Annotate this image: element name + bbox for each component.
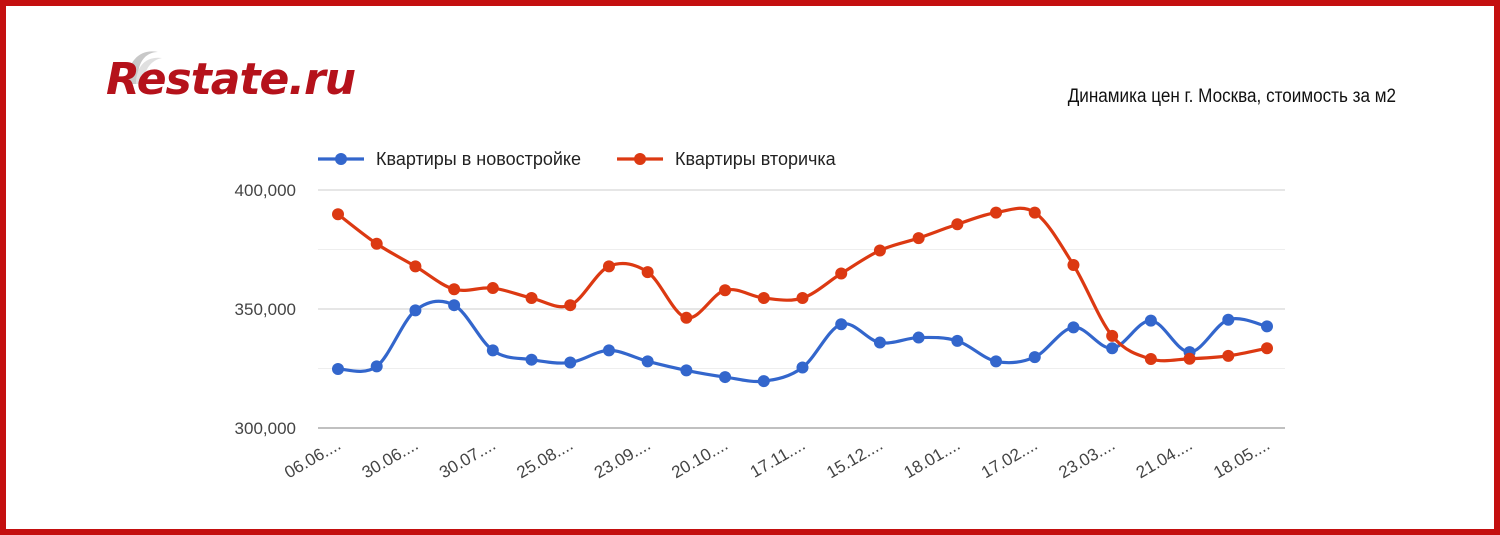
brand-logo[interactable]: Restate.ru bbox=[106, 54, 356, 105]
x-tick-label: 30.06.... bbox=[359, 435, 422, 482]
x-tick-label: 21.04.... bbox=[1133, 435, 1196, 482]
y-tick-label: 400,000 bbox=[235, 181, 296, 200]
x-tick-label: 20.10.... bbox=[668, 435, 731, 482]
legend-label: Квартиры вторичка bbox=[675, 149, 837, 169]
data-point[interactable] bbox=[873, 244, 886, 257]
data-point[interactable] bbox=[1183, 352, 1196, 365]
data-point[interactable] bbox=[1261, 342, 1273, 355]
x-tick-label: 30.07.... bbox=[436, 435, 499, 482]
data-point[interactable] bbox=[525, 292, 538, 305]
x-tick-label: 15.12.... bbox=[823, 435, 886, 482]
data-point[interactable] bbox=[1144, 314, 1157, 327]
x-tick-label: 17.11.... bbox=[747, 435, 809, 482]
legend-swatch-dot bbox=[335, 153, 347, 165]
data-point[interactable] bbox=[835, 267, 848, 280]
data-point[interactable] bbox=[1144, 352, 1157, 365]
y-tick-label: 300,000 bbox=[235, 419, 296, 438]
data-point[interactable] bbox=[873, 336, 886, 349]
data-point[interactable] bbox=[332, 362, 344, 375]
data-point[interactable] bbox=[486, 344, 499, 357]
data-point[interactable] bbox=[332, 208, 344, 221]
data-point[interactable] bbox=[1067, 321, 1080, 334]
data-point[interactable] bbox=[719, 284, 732, 297]
legend-label: Квартиры в новостройке bbox=[376, 149, 581, 169]
data-point[interactable] bbox=[951, 334, 964, 347]
data-point[interactable] bbox=[1028, 351, 1041, 364]
data-point[interactable] bbox=[1028, 206, 1041, 219]
data-point[interactable] bbox=[602, 344, 615, 357]
grid-lines bbox=[318, 189, 1285, 429]
data-point[interactable] bbox=[564, 356, 577, 369]
x-tick-label: 17.02.... bbox=[978, 435, 1041, 482]
data-point[interactable] bbox=[525, 353, 538, 366]
data-point[interactable] bbox=[1261, 320, 1273, 333]
x-tick-label: 18.01.... bbox=[901, 435, 964, 482]
series-1 bbox=[332, 299, 1273, 388]
data-point[interactable] bbox=[448, 299, 461, 312]
chart-subtitle: Динамика цен г. Москва, стоимость за м2 bbox=[1067, 86, 1396, 107]
data-point[interactable] bbox=[990, 206, 1003, 219]
data-point[interactable] bbox=[912, 232, 925, 245]
legend-item-1[interactable]: Квартиры в новостройке bbox=[318, 149, 581, 169]
data-point[interactable] bbox=[1106, 329, 1119, 342]
data-point[interactable] bbox=[796, 292, 809, 305]
x-tick-label: 25.08.... bbox=[514, 435, 577, 482]
data-point[interactable] bbox=[796, 361, 809, 374]
data-point[interactable] bbox=[602, 260, 615, 273]
data-point[interactable] bbox=[1222, 349, 1235, 362]
x-tick-label: 18.05.... bbox=[1210, 435, 1273, 482]
legend: Квартиры в новостройке Квартиры вторичка bbox=[318, 149, 837, 169]
data-point[interactable] bbox=[1222, 313, 1235, 326]
data-point[interactable] bbox=[370, 237, 383, 250]
x-tick-label: 23.03.... bbox=[1055, 435, 1118, 482]
data-point[interactable] bbox=[757, 375, 770, 388]
data-point[interactable] bbox=[757, 292, 770, 305]
data-point[interactable] bbox=[370, 360, 383, 373]
legend-swatch-dot bbox=[634, 153, 647, 165]
series-2 bbox=[332, 206, 1273, 365]
x-tick-label: 23.09.... bbox=[591, 435, 654, 482]
data-point[interactable] bbox=[1106, 342, 1119, 355]
data-point[interactable] bbox=[641, 266, 654, 279]
legend-item-2[interactable]: Квартиры вторичка bbox=[617, 149, 837, 169]
data-point[interactable] bbox=[486, 282, 499, 295]
data-point[interactable] bbox=[835, 318, 848, 331]
data-point[interactable] bbox=[409, 304, 422, 317]
data-point[interactable] bbox=[1067, 258, 1080, 271]
data-point[interactable] bbox=[719, 371, 732, 384]
data-point[interactable] bbox=[641, 355, 654, 368]
data-point[interactable] bbox=[680, 364, 693, 377]
data-point[interactable] bbox=[448, 283, 461, 296]
data-point[interactable] bbox=[564, 299, 577, 312]
axis-tick-labels: 300,000 350,000 400,000 06.06.... 30.06.... 3… bbox=[235, 181, 1273, 482]
data-point[interactable] bbox=[951, 218, 964, 231]
data-point[interactable] bbox=[409, 260, 422, 273]
series-lines bbox=[332, 206, 1273, 388]
data-point[interactable] bbox=[990, 355, 1003, 368]
data-point[interactable] bbox=[912, 331, 925, 344]
y-tick-label: 350,000 bbox=[235, 300, 296, 319]
x-tick-label: 06.06.... bbox=[281, 435, 344, 482]
data-point[interactable] bbox=[680, 311, 693, 324]
